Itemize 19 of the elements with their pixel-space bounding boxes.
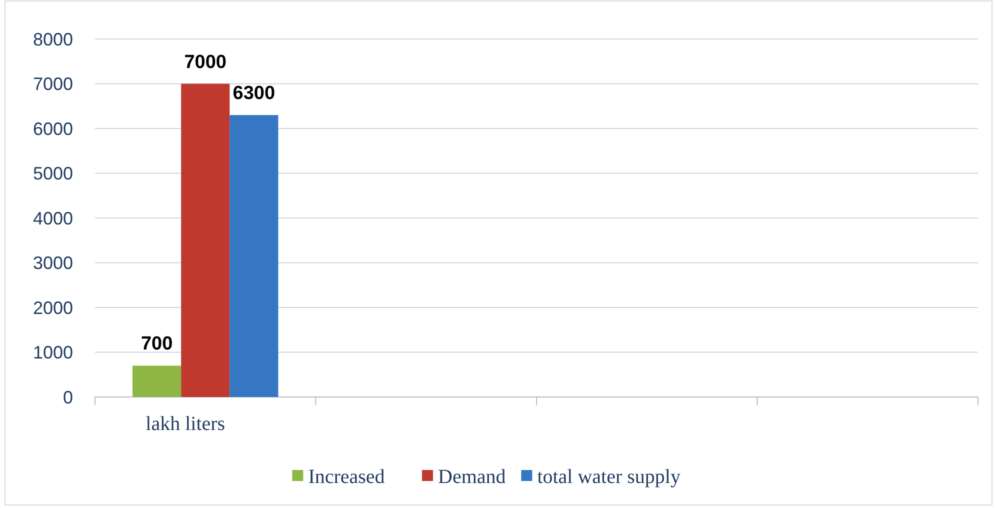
- y-tick-label: 3000: [32, 253, 73, 274]
- data-label: 6300: [232, 83, 276, 104]
- legend-label: Demand: [438, 466, 506, 488]
- data-label: 7000: [184, 52, 227, 73]
- legend-label: Increased: [308, 466, 385, 488]
- y-tick-label: 7000: [32, 74, 73, 94]
- y-tick-label: 0: [62, 387, 73, 408]
- y-tick-label: 8000: [32, 29, 73, 50]
- legend-label: total water supply: [537, 466, 681, 488]
- y-tick-label: 1000: [32, 342, 73, 363]
- y-tick-label: 4000: [32, 208, 73, 228]
- y-tick-label: 5000: [32, 164, 73, 184]
- x-tick-label: lakh liters: [146, 413, 226, 435]
- y-tick-label: 6000: [32, 118, 73, 139]
- bar: [132, 366, 182, 397]
- y-tick-label: 2000: [32, 298, 73, 318]
- bar: [181, 84, 230, 397]
- data-label: 700: [140, 334, 173, 355]
- bar: [230, 115, 278, 397]
